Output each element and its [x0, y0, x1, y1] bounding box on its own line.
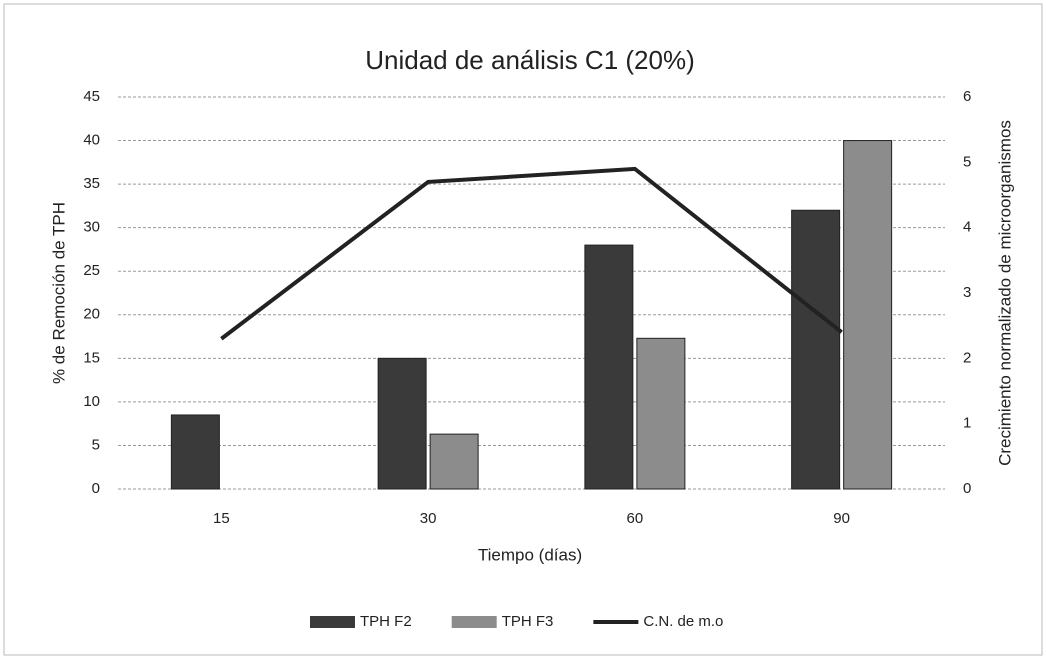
y2-tick-label: 4	[963, 219, 971, 236]
y2-tick-label: 6	[963, 88, 971, 105]
bar	[636, 337, 686, 490]
y-tick-label: 30	[83, 219, 100, 236]
bar	[170, 414, 220, 490]
bar	[584, 244, 634, 490]
y2-tick-label: 5	[963, 153, 971, 170]
x-tick-label: 15	[213, 510, 230, 527]
x-tick-label: 30	[420, 510, 437, 527]
line-series	[220, 166, 843, 341]
bar	[377, 357, 427, 490]
y-tick-label: 20	[83, 306, 100, 323]
bar	[791, 209, 841, 490]
y-tick-label: 0	[92, 480, 100, 497]
y-tick-label: 10	[83, 393, 100, 410]
y2-axis-title: Crecimiento normalizado de microorganism…	[995, 120, 1014, 466]
legend-label: C.N. de m.o	[643, 613, 723, 630]
y2-tick-label: 1	[963, 415, 971, 432]
legend-label: TPH F2	[360, 613, 412, 630]
y2-tick-label: 3	[963, 284, 971, 301]
y-tick-label: 5	[92, 436, 100, 453]
y2-tick-label: 2	[963, 349, 971, 366]
y-tick-label: 15	[83, 349, 100, 366]
legend-swatch	[451, 616, 497, 628]
y-axis-title: % de Remoción de TPH	[49, 202, 68, 384]
y-tick-label: 45	[83, 88, 100, 105]
y2-tick-label: 0	[963, 480, 971, 497]
y-tick-label: 40	[83, 132, 100, 149]
bar	[429, 433, 479, 490]
y-tick-label: 35	[83, 175, 100, 192]
legend-swatch	[310, 616, 355, 628]
y-tick-label: 25	[83, 262, 100, 279]
x-axis-title: Tiempo (días)	[478, 545, 582, 564]
chart-frame	[3, 3, 1043, 656]
x-tick-label: 90	[833, 510, 850, 527]
bar	[843, 140, 893, 490]
x-tick-label: 60	[627, 510, 644, 527]
chart-title: Unidad de análisis C1 (20%)	[365, 45, 695, 75]
legend-label: TPH F3	[502, 613, 554, 630]
